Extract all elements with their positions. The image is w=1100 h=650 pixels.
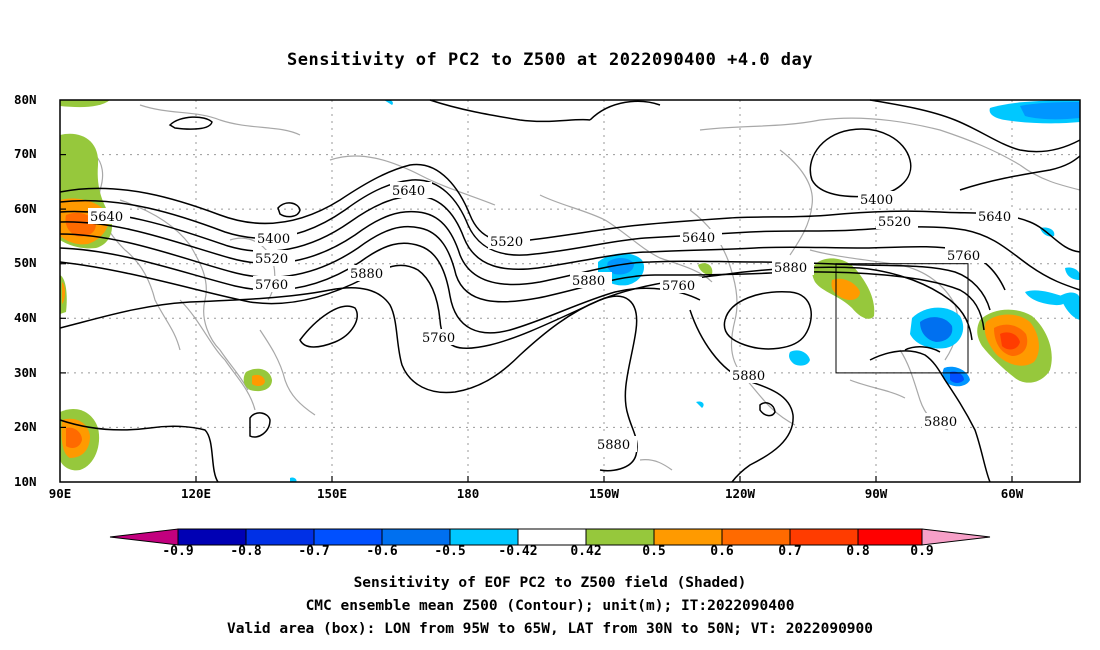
colorbar-tick: 0.6	[710, 544, 734, 559]
lon-label: 90E	[48, 486, 72, 501]
contour-label: 5760	[255, 278, 288, 293]
lat-label: 80N	[14, 92, 37, 107]
lat-label: 10N	[14, 474, 37, 489]
caption-line-1: Sensitivity of EOF PC2 to Z500 field (Sh…	[353, 575, 747, 591]
contour-label: 5880	[350, 267, 383, 282]
contour-label: 5640	[90, 210, 123, 225]
contour-label: 5880	[597, 438, 630, 453]
contour-label: 5760	[422, 331, 455, 346]
colorbar-tick: 0.9	[910, 544, 934, 559]
colorbar-tick: 0.42	[570, 544, 602, 559]
grid	[60, 100, 1080, 482]
contour-label: 5880	[572, 274, 605, 289]
valid-area-box	[835, 263, 969, 374]
colorbar-tick: -0.5	[434, 544, 466, 559]
lon-label: 120E	[180, 486, 212, 501]
contour-label: 5640	[682, 231, 715, 246]
colorbar	[109, 528, 991, 546]
caption-line-2: CMC ensemble mean Z500 (Contour); unit(m…	[305, 598, 795, 614]
contour-label: 5400	[257, 232, 290, 247]
contour-label: 5640	[392, 184, 425, 199]
contour-labels: 5640 5400 5520 5760 5880 5640 5520 5760 …	[88, 182, 1018, 453]
colorbar-tick: -0.42	[498, 544, 538, 559]
contour-label: 5520	[878, 215, 911, 230]
lon-label: 150W	[588, 486, 620, 501]
lon-label: 60W	[1000, 486, 1024, 501]
lat-label: 40N	[14, 310, 37, 325]
contour-label: 5760	[947, 249, 980, 264]
caption-line-3: Valid area (box): LON from 95W to 65W, L…	[226, 621, 873, 637]
lon-label: 150E	[316, 486, 348, 501]
lat-label: 50N	[14, 255, 37, 270]
colorbar-tick: -0.9	[162, 544, 194, 559]
colorbar-tick: 0.8	[846, 544, 870, 559]
lat-label: 20N	[14, 419, 37, 434]
lon-label: 90W	[864, 486, 888, 501]
lat-label: 70N	[14, 146, 37, 161]
lon-label: 180	[456, 486, 480, 501]
contour-label: 5520	[255, 252, 288, 267]
lon-label: 120W	[724, 486, 756, 501]
lat-label: 30N	[14, 365, 37, 380]
map-title: Sensitivity of PC2 to Z500 at 2022090400…	[286, 50, 813, 70]
contour-label: 5880	[924, 415, 957, 430]
lat-label: 60N	[14, 201, 37, 216]
colorbar-tick: -0.7	[298, 544, 330, 559]
contour-label: 5880	[774, 261, 807, 276]
colorbar-tick: 0.5	[642, 544, 666, 559]
contour-label: 5640	[978, 210, 1011, 225]
colorbar-tick: -0.6	[366, 544, 398, 559]
contour-label: 5760	[662, 279, 695, 294]
contour-label: 5880	[732, 369, 765, 384]
contour-label: 5400	[860, 193, 893, 208]
colorbar-tick: -0.8	[230, 544, 262, 559]
sensitivity-shading	[60, 99, 1080, 482]
colorbar-tick: 0.7	[778, 544, 802, 559]
contour-label: 5520	[490, 235, 523, 250]
